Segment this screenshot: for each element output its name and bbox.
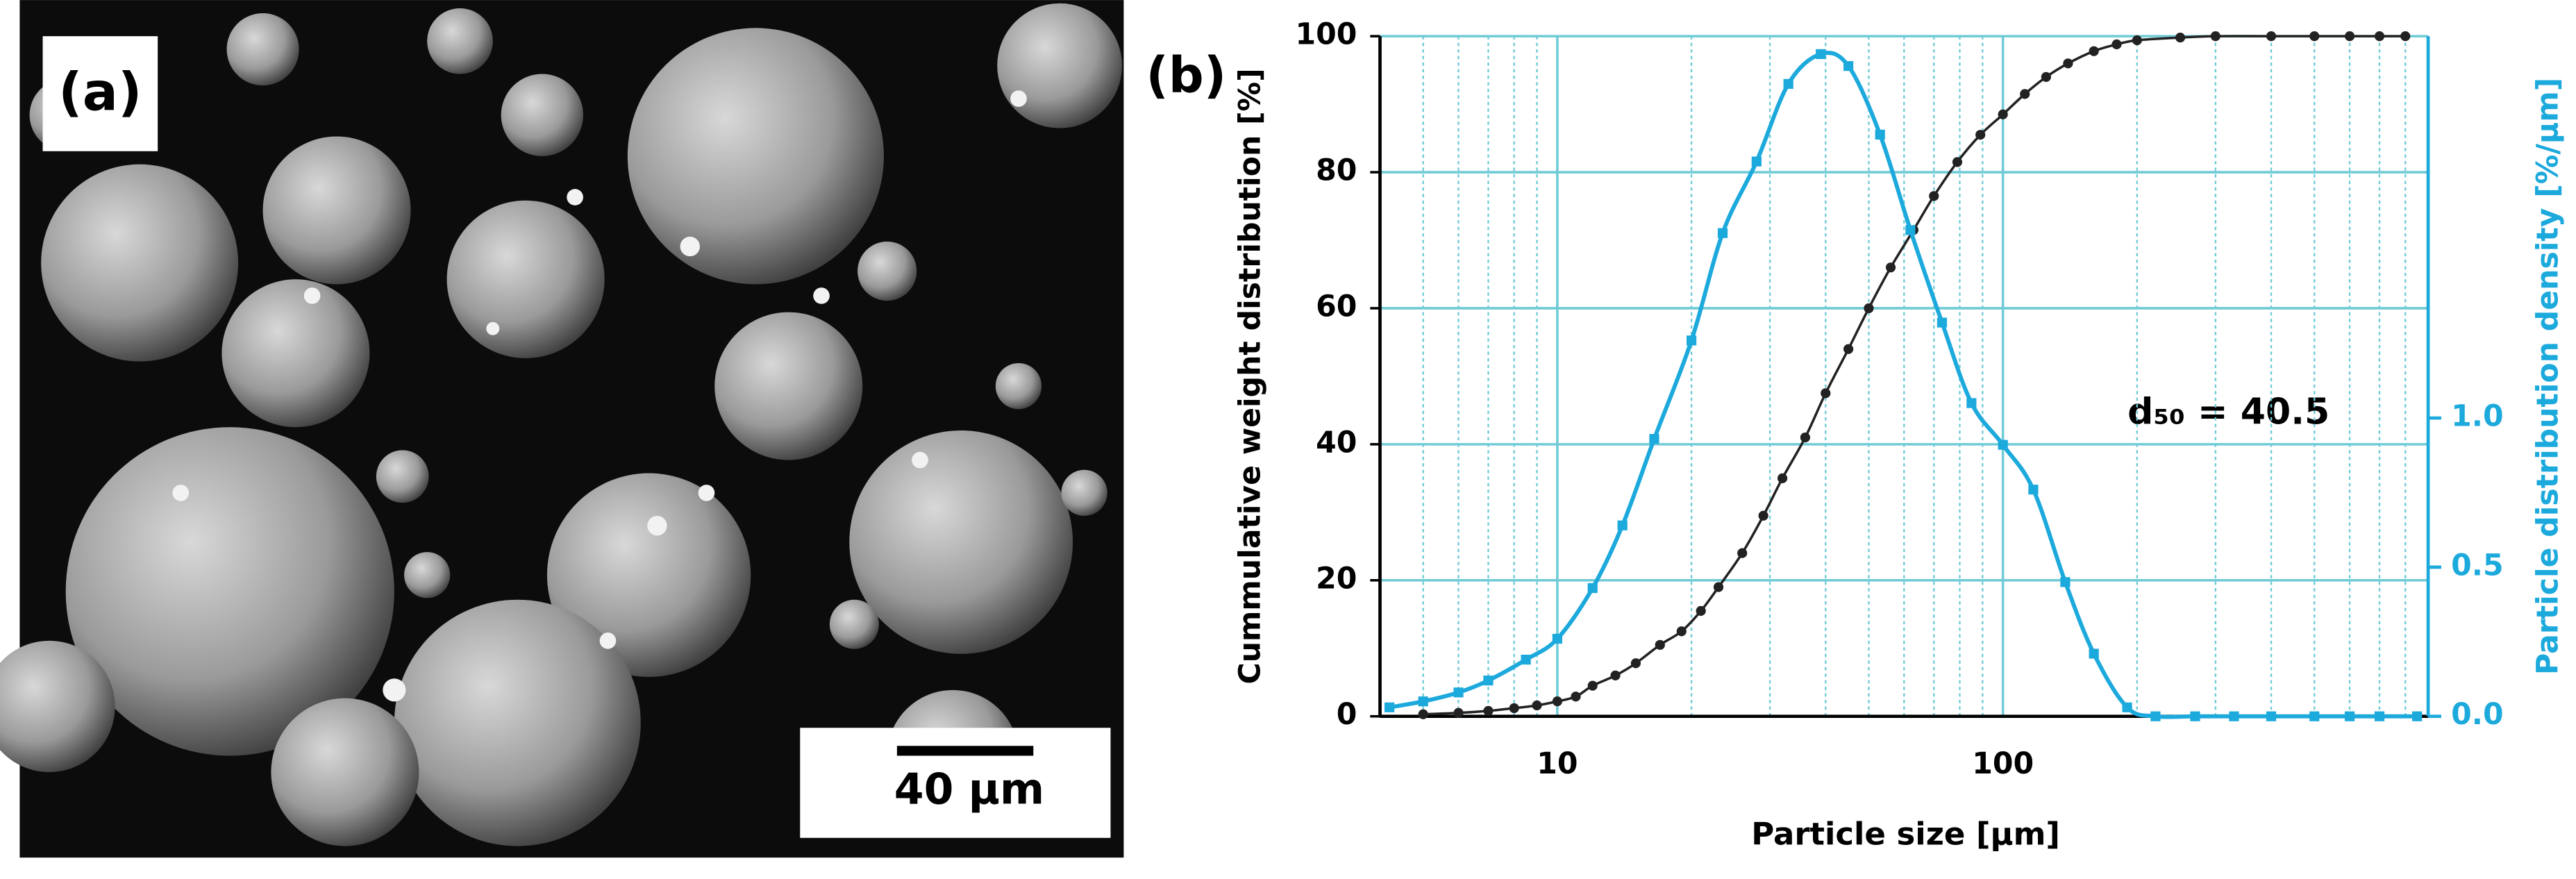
data-point — [1587, 680, 1598, 691]
data-point — [1509, 703, 1519, 714]
data-point — [1816, 49, 1826, 60]
y2-tick-label: 0.5 — [2451, 548, 2503, 583]
data-point — [2175, 32, 2186, 43]
data-point — [2266, 711, 2277, 721]
data-point — [2309, 31, 2320, 42]
data-point — [1952, 157, 1963, 167]
data-point — [2190, 711, 2200, 721]
data-point — [1649, 434, 1659, 444]
data-point — [1655, 639, 1665, 650]
data-point — [2374, 31, 2385, 42]
data-point — [1929, 191, 1939, 201]
data-point — [1966, 398, 1977, 408]
y2-tick-label: 1.0 — [2451, 399, 2503, 434]
sem-image: (a) 40 µm — [0, 0, 1124, 858]
x-tick-label: 100 — [1972, 746, 2034, 781]
data-point — [2374, 711, 2385, 721]
data-point — [2111, 39, 2122, 49]
data-point — [1453, 708, 1464, 718]
data-point — [1610, 670, 1621, 681]
scale-bar — [896, 746, 1034, 756]
data-point — [1713, 582, 1724, 592]
data-point — [1418, 696, 1428, 707]
x-axis-title: Particle size [µm] — [1751, 815, 2060, 852]
panel-label: (b) — [1146, 47, 1226, 104]
data-point — [1717, 228, 1728, 238]
data-point — [1800, 432, 1810, 443]
data-point — [1521, 654, 1531, 665]
data-point — [1571, 692, 1581, 702]
y-tick-label: 40 — [1316, 425, 1357, 460]
data-point — [1751, 156, 1762, 167]
data-point — [2400, 31, 2411, 42]
panel-label: (a) — [58, 61, 142, 122]
data-point — [2229, 711, 2239, 721]
data-point — [1418, 709, 1428, 719]
data-point — [1777, 473, 1788, 483]
y-tick-label: 60 — [1316, 289, 1357, 324]
data-point — [2150, 711, 2161, 721]
data-point — [1821, 388, 1831, 399]
data-point — [1783, 78, 1793, 89]
data-point — [1864, 303, 1874, 314]
data-point — [1617, 520, 1628, 530]
y-tick-label: 80 — [1316, 153, 1357, 188]
annotation: d₅₀ = 40.5 — [2127, 391, 2330, 433]
data-point — [1676, 626, 1687, 637]
y-tick-label: 0 — [1337, 697, 1357, 732]
data-point — [1552, 633, 1562, 644]
data-point — [1758, 510, 1768, 521]
data-point — [1686, 335, 1697, 346]
data-point — [1875, 129, 1885, 140]
label-box — [42, 36, 158, 151]
data-point — [1998, 440, 2008, 450]
series-line — [1423, 35, 2406, 716]
data-point — [2063, 58, 2073, 69]
data-point — [2041, 72, 2051, 83]
data-point — [2020, 89, 2030, 99]
data-point — [1737, 548, 1748, 558]
data-point — [2122, 702, 2132, 712]
data-point — [1385, 702, 1395, 712]
data-point — [1630, 658, 1641, 669]
data-point — [2210, 31, 2220, 42]
data-point — [2089, 46, 2099, 56]
data-point — [1453, 687, 1464, 698]
data-point — [1483, 705, 1494, 716]
data-point — [2132, 35, 2142, 46]
chart: (b) Particle size [µm] Cummulative weigh… — [1146, 47, 2565, 852]
data-point — [2060, 577, 2071, 587]
data-point — [1937, 317, 1948, 328]
data-point — [2344, 711, 2355, 721]
data-point — [1552, 696, 1562, 707]
data-point — [2344, 31, 2355, 42]
data-point — [1483, 676, 1494, 686]
satellites — [172, 90, 1027, 702]
data-point — [2412, 711, 2423, 721]
data-point — [1885, 262, 1896, 273]
y-tick-label: 100 — [1295, 17, 1357, 52]
y2-axis-title: Particle distribution density [%/µm] — [2531, 78, 2566, 675]
data-point — [1696, 605, 1706, 616]
data-point — [1587, 583, 1598, 594]
data-point — [1843, 60, 1854, 72]
y2-tick-label: 0.0 — [2451, 697, 2503, 732]
data-point — [1905, 225, 1916, 235]
data-point — [2028, 485, 2039, 495]
x-tick-label: 10 — [1537, 746, 1578, 781]
data-point — [1532, 700, 1542, 711]
data-point — [1998, 109, 2008, 119]
data-point — [1975, 130, 1986, 140]
data-point — [2309, 711, 2320, 721]
y-tick-label: 20 — [1316, 561, 1357, 596]
scale-text: 40 µm — [894, 764, 1044, 814]
data-point — [2089, 648, 2099, 659]
data-point — [2266, 31, 2277, 42]
y-axis-title: Cummulative weight distribution [%] — [1232, 68, 1267, 684]
data-point — [1843, 344, 1854, 354]
